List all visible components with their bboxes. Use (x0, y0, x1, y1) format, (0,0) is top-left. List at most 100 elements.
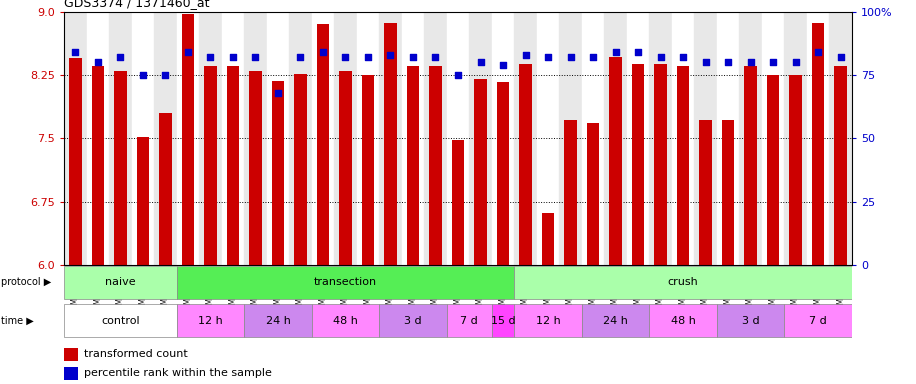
Point (789, 59, 803, 65)
Bar (807, 12, 829, 265)
Point (653, 54, 668, 60)
Bar (582, 304, 649, 337)
Bar (154, 12, 177, 265)
Bar (694, 12, 717, 265)
Point (248, 54, 263, 60)
Bar (492, 304, 514, 337)
Point (474, 59, 488, 65)
Bar (379, 12, 402, 265)
Bar (311, 304, 379, 337)
Point (68, 49, 82, 55)
Bar (87, 12, 109, 265)
Bar (609, 57, 622, 265)
Text: transformed count: transformed count (84, 349, 188, 359)
Bar (514, 304, 582, 337)
Bar (64, 367, 78, 380)
Bar (627, 12, 649, 265)
Bar (649, 12, 671, 265)
Point (698, 59, 713, 65)
Point (203, 54, 218, 60)
Bar (339, 71, 352, 265)
Bar (564, 120, 577, 265)
Bar (177, 12, 199, 265)
Bar (582, 12, 605, 265)
Bar (514, 12, 537, 265)
Text: naive: naive (105, 277, 136, 287)
Bar (452, 140, 464, 265)
Bar (334, 12, 356, 265)
Point (496, 62, 510, 68)
Bar (379, 304, 447, 337)
Bar (267, 12, 289, 265)
Bar (739, 12, 762, 265)
Bar (385, 23, 397, 265)
Bar (632, 64, 644, 265)
Text: time ▶: time ▶ (1, 316, 34, 326)
Bar (289, 12, 311, 265)
Bar (496, 83, 509, 265)
Bar (407, 66, 420, 265)
Point (225, 54, 240, 60)
Bar (204, 66, 216, 265)
Text: 7 d: 7 d (809, 316, 827, 326)
Bar (177, 304, 245, 337)
Point (428, 54, 442, 60)
Bar (812, 23, 824, 265)
Point (540, 54, 555, 60)
Bar (64, 348, 78, 361)
Bar (717, 12, 739, 265)
Bar (447, 12, 469, 265)
Bar (272, 81, 284, 265)
Bar (294, 74, 307, 265)
Bar (64, 304, 177, 337)
Bar (784, 304, 852, 337)
Point (158, 72, 173, 78)
Text: transection: transection (314, 277, 377, 287)
Text: 48 h: 48 h (333, 316, 358, 326)
Point (834, 54, 848, 60)
Bar (537, 12, 560, 265)
Text: 3 d: 3 d (742, 316, 759, 326)
Bar (700, 120, 712, 265)
Bar (64, 266, 177, 299)
Text: crush: crush (668, 277, 698, 287)
Bar (356, 12, 379, 265)
Bar (677, 66, 689, 265)
Bar (245, 12, 267, 265)
Bar (767, 75, 780, 265)
Bar (605, 12, 627, 265)
Point (180, 49, 195, 55)
Bar (492, 12, 514, 265)
Bar (671, 12, 694, 265)
Text: control: control (101, 316, 140, 326)
Point (451, 72, 465, 78)
Bar (784, 12, 807, 265)
Point (316, 49, 331, 55)
Bar (717, 304, 784, 337)
Text: 24 h: 24 h (603, 316, 628, 326)
Point (383, 51, 398, 58)
Point (631, 49, 646, 55)
Bar (92, 66, 104, 265)
Point (563, 54, 578, 60)
Point (406, 54, 420, 60)
Bar (514, 266, 852, 299)
Point (743, 59, 758, 65)
Bar (311, 12, 334, 265)
Bar (474, 79, 486, 265)
Bar (447, 304, 492, 337)
Point (811, 49, 825, 55)
Point (338, 54, 353, 60)
Bar (181, 14, 194, 265)
Bar (402, 12, 424, 265)
Text: 12 h: 12 h (198, 316, 223, 326)
Bar (745, 66, 757, 265)
Bar (519, 64, 531, 265)
Bar (136, 137, 149, 265)
Bar (654, 64, 667, 265)
Point (518, 51, 533, 58)
Point (721, 59, 736, 65)
Point (270, 89, 285, 96)
Bar (70, 58, 82, 265)
Point (361, 54, 376, 60)
